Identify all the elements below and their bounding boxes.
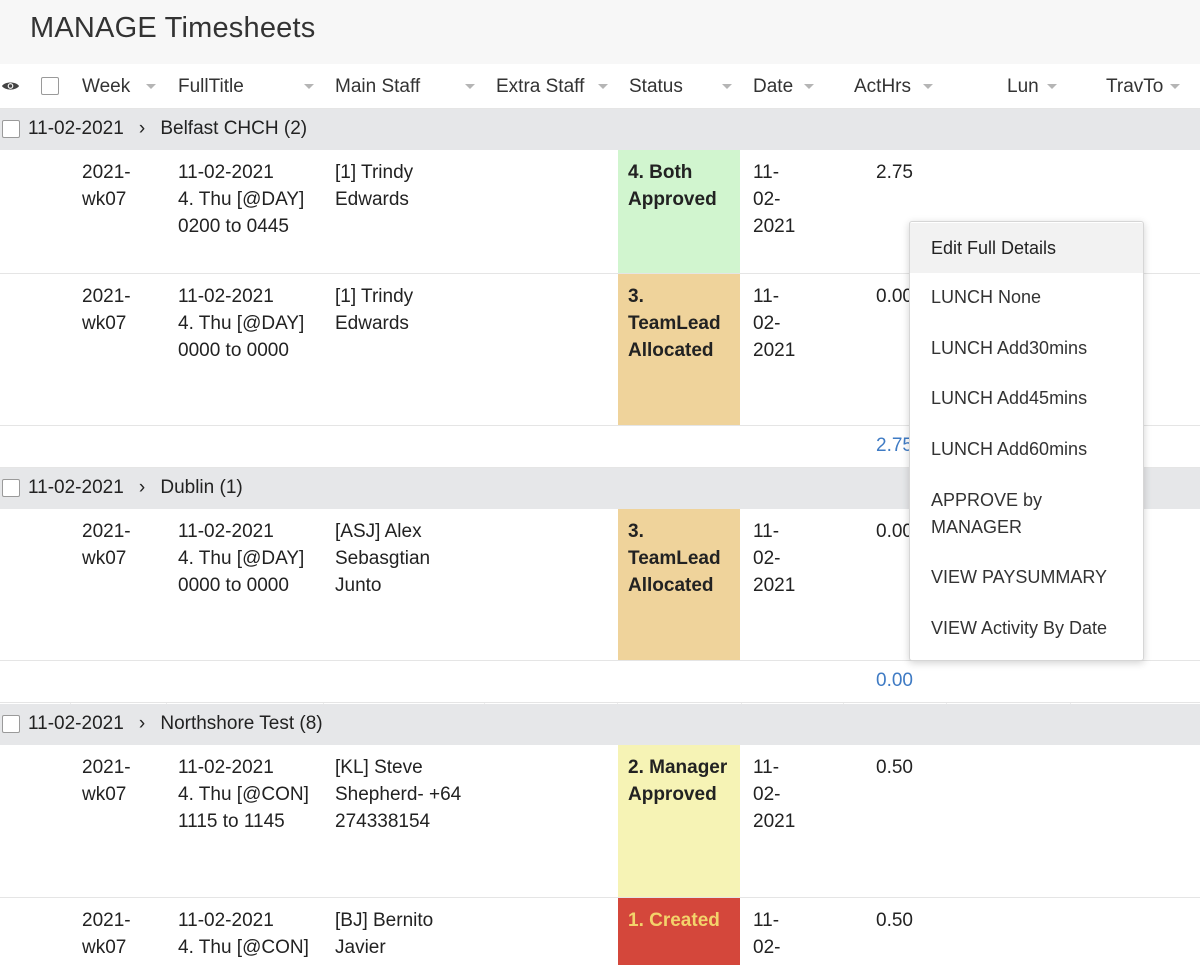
sort-caret-icon[interactable]: [1047, 84, 1057, 89]
cell-acthrs: 0.00: [876, 286, 913, 307]
grid-header: Week FullTitle Main Staff Extra Staff St…: [0, 64, 1200, 109]
chevron-right-icon[interactable]: ›: [138, 477, 146, 498]
page-title: MANAGE Timesheets: [30, 12, 316, 44]
title-bar: MANAGE Timesheets: [0, 0, 1200, 64]
group-total-acthrs[interactable]: 2.75: [876, 435, 913, 456]
cell-week: 2021- wk07: [82, 162, 131, 210]
column-label: ActHrs: [854, 76, 911, 97]
group-checkbox[interactable]: [2, 120, 20, 138]
cell-main-staff: [ASJ] Alex Sebasgtian Junto: [335, 521, 431, 596]
chevron-right-icon[interactable]: ›: [138, 713, 146, 734]
sort-caret-icon[interactable]: [923, 84, 933, 89]
status-badge: 3. TeamLead Allocated: [618, 509, 740, 660]
select-all-checkbox[interactable]: [41, 77, 59, 95]
column-label: TravTo: [1106, 76, 1164, 97]
cell-week: 2021- wk07: [82, 286, 131, 334]
column-label: Extra Staff: [496, 76, 585, 97]
cell-week: 2021- wk07: [82, 910, 131, 958]
column-header-extra-staff[interactable]: Extra Staff: [496, 64, 617, 109]
cell-week: 2021- wk07: [82, 757, 131, 805]
group-name: Dublin (1): [160, 477, 243, 498]
status-badge: 2. Manager Approved: [618, 745, 740, 897]
cell-date: 11- 02- 2021: [753, 162, 796, 237]
cell-main-staff: [BJ] Bernito Javier: [335, 910, 434, 958]
group-header[interactable]: 11-02-2021 › Belfast CHCH (2): [0, 109, 1200, 150]
sort-caret-icon[interactable]: [465, 84, 475, 89]
sort-caret-icon[interactable]: [598, 84, 608, 89]
chevron-right-icon[interactable]: ›: [138, 118, 146, 139]
column-header-fulltitle[interactable]: FullTitle: [178, 64, 323, 109]
menu-item-lunch-add45[interactable]: LUNCH Add45mins: [931, 388, 1088, 408]
group-checkbox[interactable]: [2, 715, 20, 733]
cell-week: 2021- wk07: [82, 521, 131, 569]
cell-main-staff: [1] Trindy Edwards: [335, 162, 414, 210]
cell-main-staff: [KL] Steve Shepherd- +64 274338154: [335, 757, 462, 832]
cell-main-staff: [1] Trindy Edwards: [335, 286, 414, 334]
menu-item-view-paysummary[interactable]: VIEW PAYSUMMARY: [931, 567, 1108, 587]
group-date: 11-02-2021: [28, 477, 124, 498]
menu-item-edit-full-details[interactable]: Edit Full Details: [910, 223, 1143, 273]
column-header-status[interactable]: Status: [629, 64, 741, 109]
status-badge: 4. Both Approved: [618, 150, 740, 273]
cell-date: 11- 02-: [753, 910, 781, 958]
group-total-acthrs[interactable]: 0.00: [876, 670, 913, 691]
sort-caret-icon[interactable]: [304, 84, 314, 89]
column-label: FullTitle: [178, 76, 244, 97]
group-total-row: 0.00: [0, 661, 1200, 703]
table-row[interactable]: 2021- wk07 11-02-2021 4. Thu [@CON] [BJ]…: [0, 898, 1200, 967]
sort-caret-icon[interactable]: [804, 84, 814, 89]
group-header[interactable]: 11-02-2021 › Northshore Test (8): [0, 704, 1200, 745]
cell-acthrs: 0.00: [876, 521, 913, 542]
sort-caret-icon[interactable]: [1170, 84, 1180, 89]
cell-fulltitle: 11-02-2021 4. Thu [@DAY] 0000 to 0000: [178, 521, 305, 596]
cell-date: 11- 02- 2021: [753, 286, 796, 361]
sort-caret-icon[interactable]: [722, 84, 732, 89]
group-name: Belfast CHCH (2): [160, 118, 308, 139]
column-label: Main Staff: [335, 76, 421, 97]
group-name: Northshore Test (8): [160, 713, 323, 734]
cell-fulltitle: 11-02-2021 4. Thu [@DAY] 0200 to 0445: [178, 162, 305, 237]
menu-item-lunch-add30[interactable]: LUNCH Add30mins: [931, 338, 1088, 358]
column-label: Week: [82, 76, 131, 97]
cell-acthrs: 0.50: [876, 910, 913, 931]
group-checkbox[interactable]: [2, 479, 20, 497]
eye-icon[interactable]: [1, 80, 20, 92]
group-date: 11-02-2021: [28, 118, 124, 139]
menu-item-lunch-add60[interactable]: LUNCH Add60mins: [931, 439, 1088, 459]
cell-acthrs: 2.75: [876, 162, 913, 183]
column-header-main-staff[interactable]: Main Staff: [335, 64, 484, 109]
context-menu: Edit Full Details LUNCH None LUNCH Add30…: [909, 221, 1144, 661]
menu-item-view-activity-by-date[interactable]: VIEW Activity By Date: [931, 618, 1108, 638]
column-header-week[interactable]: Week: [82, 64, 166, 109]
table-row[interactable]: 2021- wk07 11-02-2021 4. Thu [@CON] 1115…: [0, 745, 1200, 898]
cell-date: 11- 02- 2021: [753, 521, 796, 596]
status-badge: 3. TeamLead Allocated: [618, 274, 740, 425]
cell-fulltitle: 11-02-2021 4. Thu [@CON]: [178, 910, 309, 958]
column-header-lun[interactable]: Lun: [1007, 64, 1070, 109]
column-label: Date: [753, 76, 794, 97]
status-badge: 1. Created: [618, 898, 740, 965]
column-label: Lun: [1007, 76, 1039, 97]
column-label: Status: [629, 76, 683, 97]
cell-date: 11- 02- 2021: [753, 757, 796, 832]
column-header-acthrs[interactable]: ActHrs: [854, 64, 946, 109]
sort-caret-icon[interactable]: [146, 84, 156, 89]
cell-acthrs: 0.50: [876, 757, 913, 778]
menu-item-approve-by-manager[interactable]: APPROVE by MANAGER: [931, 490, 1043, 537]
cell-fulltitle: 11-02-2021 4. Thu [@DAY] 0000 to 0000: [178, 286, 305, 361]
cell-fulltitle: 11-02-2021 4. Thu [@CON] 1115 to 1145: [178, 757, 309, 832]
column-header-travto[interactable]: TravTo: [1106, 64, 1200, 109]
menu-item-lunch-none[interactable]: LUNCH None: [931, 287, 1042, 307]
group-date: 11-02-2021: [28, 713, 124, 734]
column-header-date[interactable]: Date: [753, 64, 843, 109]
